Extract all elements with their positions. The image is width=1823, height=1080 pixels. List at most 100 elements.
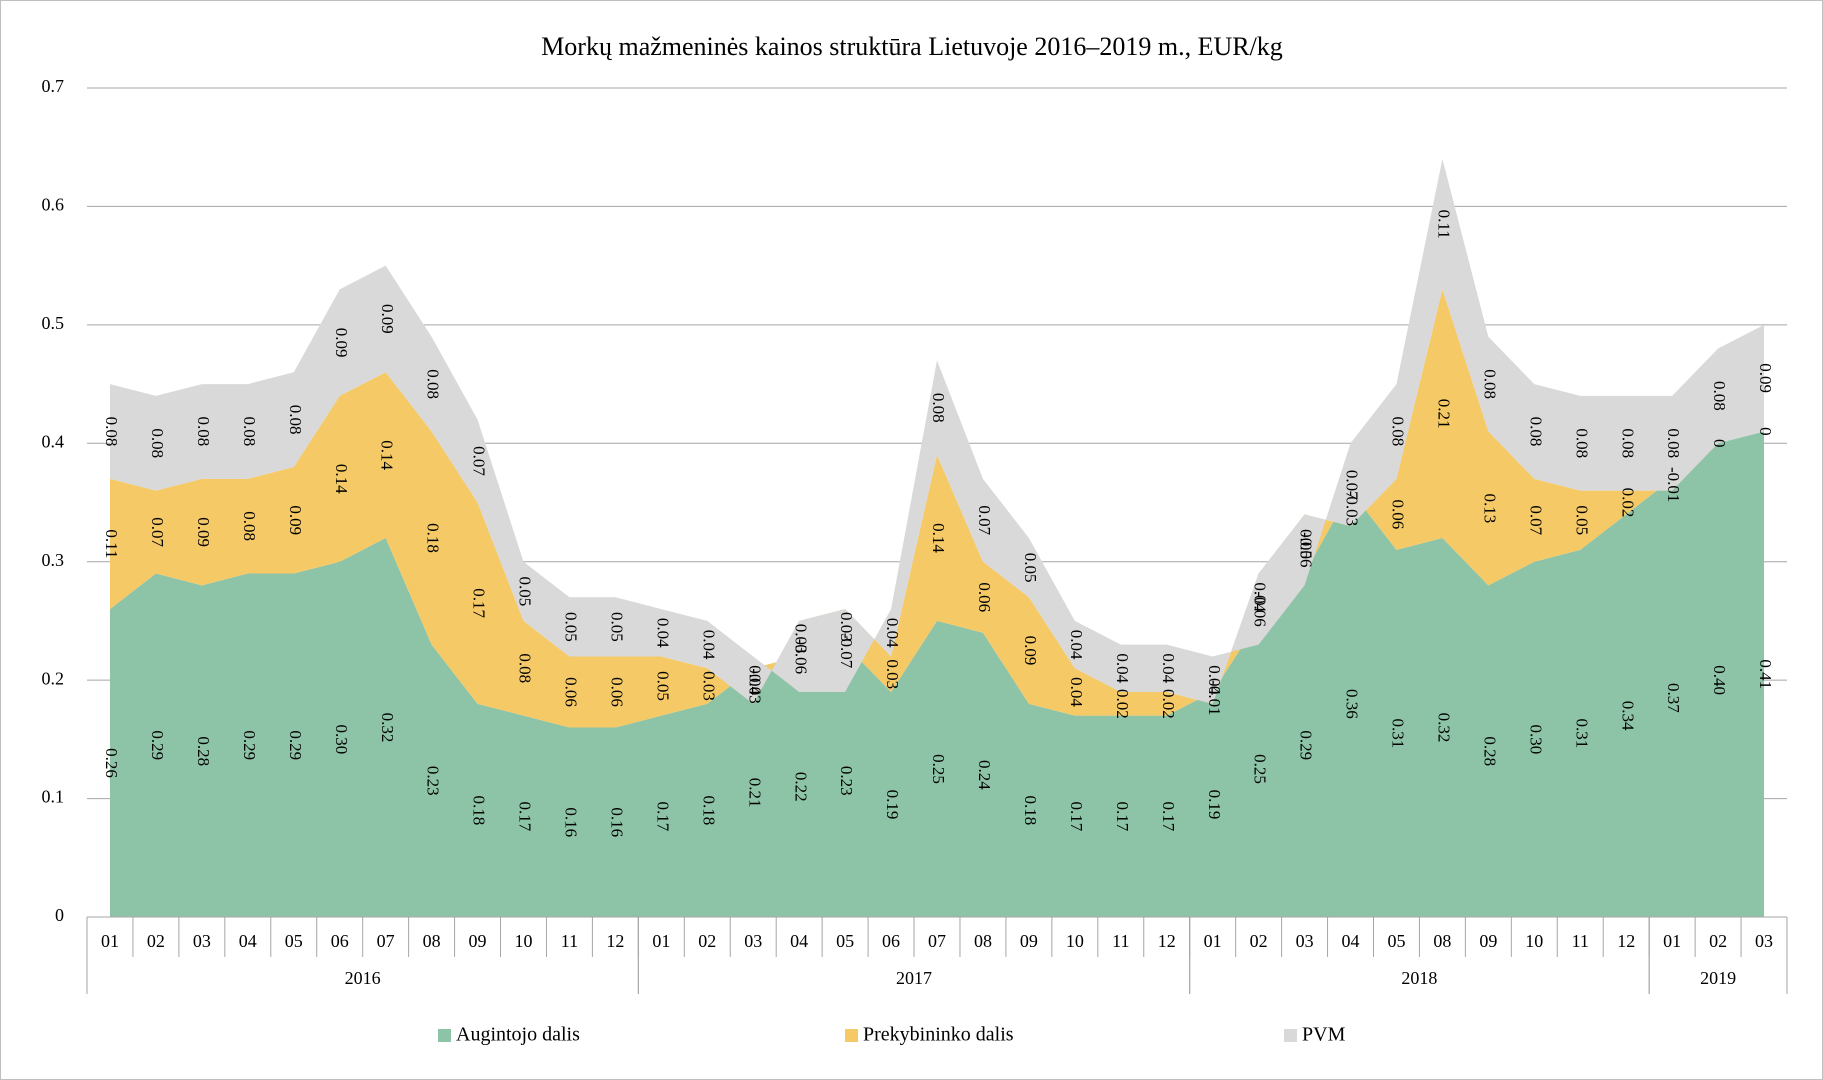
value-label: -0.06 [1297, 532, 1316, 567]
x-tick-label: 07 [377, 931, 395, 951]
value-label: -0.03 [1343, 491, 1362, 526]
x-tick-label: 09 [469, 931, 487, 951]
value-label: 0.22 [791, 772, 810, 802]
x-tick-label: 01 [652, 931, 670, 951]
legend-label: PVM [1302, 1024, 1346, 1046]
x-tick-label: 06 [882, 931, 900, 951]
legend-swatch [1284, 1029, 1297, 1042]
x-tick-label: 06 [331, 931, 349, 951]
value-label: 0.32 [378, 713, 397, 743]
value-label: -0.01 [1205, 680, 1224, 715]
value-label: 0.05 [1021, 553, 1040, 583]
value-label: 0.34 [1618, 701, 1637, 731]
value-label: 0.04 [1067, 677, 1086, 707]
value-label: 0.29 [240, 730, 259, 760]
value-label: 0.02 [1159, 689, 1178, 719]
value-label: 0.41 [1756, 659, 1775, 689]
value-label: 0.26 [102, 748, 121, 778]
chart-title: Morkų mažmeninės kainos struktūra Lietuv… [541, 32, 1283, 61]
x-tick-label: 02 [1250, 931, 1268, 951]
value-label: 0.08 [286, 405, 305, 435]
y-tick-label: 0.1 [42, 787, 65, 807]
value-label: 0.18 [470, 796, 489, 826]
value-label: 0.30 [1526, 724, 1545, 754]
x-tick-label: 12 [1158, 931, 1176, 951]
value-label: 0.09 [378, 304, 397, 334]
x-tick-label: 05 [1387, 931, 1405, 951]
value-label: 0.08 [1526, 417, 1545, 447]
value-label: 0.08 [929, 393, 948, 423]
group-label: 2018 [1401, 968, 1437, 988]
value-label: 0.17 [1113, 801, 1132, 831]
value-label: 0.08 [1572, 428, 1591, 458]
value-label: 0.06 [1389, 499, 1408, 529]
value-label: 0.02 [1618, 488, 1637, 518]
y-tick-label: 0.7 [42, 76, 65, 96]
y-tick-label: 0.2 [42, 668, 65, 688]
value-label: 0.08 [1480, 369, 1499, 399]
x-tick-label: 03 [744, 931, 762, 951]
x-tick-label: 12 [1617, 931, 1635, 951]
value-label: 0.19 [883, 790, 902, 820]
value-label: 0.25 [929, 754, 948, 784]
value-label: 0.13 [1480, 494, 1499, 524]
value-label: 0.08 [102, 417, 121, 447]
value-label: 0.08 [194, 417, 213, 447]
value-label: 0.04 [1251, 582, 1270, 612]
y-tick-label: 0.5 [42, 313, 65, 333]
value-label: 0.40 [1710, 665, 1729, 695]
x-tick-label: 08 [974, 931, 992, 951]
value-label: 0.06 [975, 582, 994, 612]
value-label: 0.04 [1067, 630, 1086, 660]
x-tick-label: 01 [101, 931, 119, 951]
value-label: 0.17 [1067, 801, 1086, 831]
value-label: 0.25 [1251, 754, 1270, 784]
x-tick-label: 08 [423, 931, 441, 951]
value-label: 0.05 [1297, 529, 1316, 559]
value-label: 0.24 [975, 760, 994, 790]
value-label: 0.17 [470, 588, 489, 618]
x-tick-label: 09 [1020, 931, 1038, 951]
value-label: 0.08 [240, 417, 259, 447]
value-label: 0.04 [653, 618, 672, 648]
value-label: 0.04 [1113, 653, 1132, 683]
value-label: 0.07 [1343, 470, 1362, 500]
value-label: 0.02 [1113, 689, 1132, 719]
x-tick-label: 08 [1433, 931, 1451, 951]
value-label: 0.21 [745, 778, 764, 808]
x-tick-label: 10 [514, 931, 532, 951]
area [109, 289, 1765, 728]
value-label: -0.01 [1664, 467, 1683, 502]
x-tick-label: 02 [1709, 931, 1727, 951]
x-tick-label: 10 [1525, 931, 1543, 951]
legend-label: Augintojo dalis [456, 1024, 580, 1046]
value-label: 0.03 [791, 624, 810, 654]
value-label: 0 [1756, 427, 1775, 436]
value-label: 0.08 [516, 653, 535, 683]
value-label: 0.07 [975, 505, 994, 535]
value-label: 0.09 [1756, 363, 1775, 393]
value-label: 0.19 [1205, 790, 1224, 820]
value-label: 0.07 [1526, 505, 1545, 535]
value-label: 0.17 [516, 801, 535, 831]
y-tick-label: 0.4 [42, 431, 65, 451]
area [109, 159, 1765, 704]
value-label: -0.03 [745, 668, 764, 703]
y-tick-label: 0.6 [42, 195, 65, 215]
value-label: -0.06 [791, 639, 810, 674]
x-tick-label: 04 [1342, 931, 1360, 951]
value-label: 0 [1710, 439, 1729, 448]
value-label: 0.29 [286, 730, 305, 760]
y-tick-label: 0 [55, 905, 64, 925]
area [109, 431, 1765, 917]
value-label: -0.07 [837, 633, 856, 669]
value-label: 0.37 [1664, 683, 1683, 713]
value-label: 0.07 [148, 517, 167, 547]
value-label: 0.17 [1159, 801, 1178, 831]
value-label: 0.08 [240, 511, 259, 541]
legend-swatch [845, 1029, 858, 1042]
value-label: 0.05 [653, 671, 672, 701]
value-label: 0.31 [1389, 719, 1408, 749]
x-tick-label: 03 [193, 931, 211, 951]
